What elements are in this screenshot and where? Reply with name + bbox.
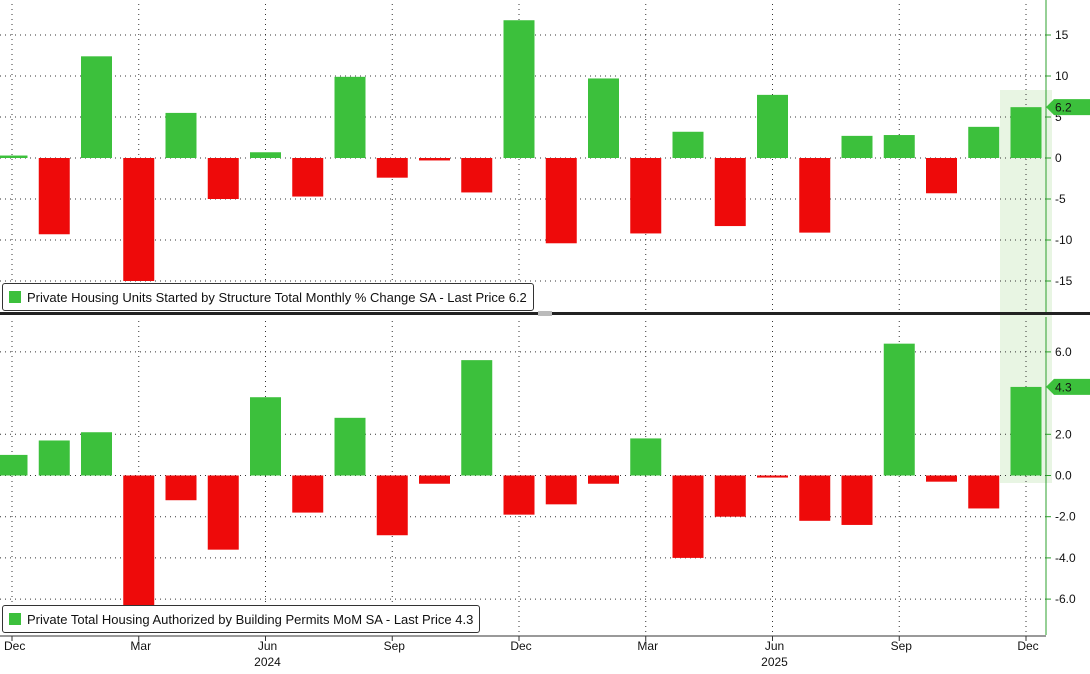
y-tick-label: -4.0: [1055, 551, 1076, 565]
bar: [672, 475, 704, 558]
bar: [757, 94, 788, 158]
y-tick-label: -10: [1055, 233, 1073, 247]
bar: [0, 454, 28, 476]
y-tick-label: 5: [1055, 110, 1062, 124]
bar: [757, 475, 788, 478]
y-tick-label: 10: [1055, 69, 1069, 83]
bar: [1010, 386, 1042, 476]
bar: [503, 20, 535, 158]
x-tick-label: Dec: [1017, 639, 1038, 653]
bar: [81, 56, 112, 158]
y-tick-label: -6.0: [1055, 592, 1076, 606]
bar: [714, 475, 746, 517]
bar: [165, 112, 197, 158]
bar: [123, 475, 155, 620]
bottom-panel-legend: Private Total Housing Authorized by Buil…: [2, 605, 481, 633]
bar: [419, 158, 450, 161]
x-tick-label: Jun: [765, 639, 784, 653]
bar: [799, 475, 831, 521]
bar: [926, 475, 957, 482]
top-legend-swatch: [9, 291, 21, 303]
bar: [841, 475, 873, 525]
bar: [545, 475, 577, 505]
bar: [0, 155, 28, 158]
y-tick-label: -5: [1055, 192, 1066, 206]
top-panel-legend: Private Housing Units Started by Structu…: [2, 283, 534, 311]
last-value-tag: [1046, 99, 1090, 116]
bar: [376, 158, 408, 178]
bar: [968, 126, 1000, 158]
last-value-tag: [1046, 378, 1090, 395]
bar: [545, 158, 577, 244]
bar: [926, 158, 957, 194]
bar: [334, 417, 366, 476]
bar: [292, 475, 324, 513]
bar: [461, 360, 493, 476]
top-legend-label: Private Housing Units Started by Structu…: [27, 289, 527, 305]
bottom-legend-label: Private Total Housing Authorized by Buil…: [27, 611, 474, 627]
bar: [376, 475, 408, 536]
bar: [81, 432, 112, 476]
y-tick-label: 0: [1055, 151, 1062, 165]
top-panel: 15 10 5 0 -5 -10 -15 6.2: [0, 0, 1090, 312]
bar: [672, 131, 704, 158]
bar: [714, 158, 746, 227]
bar: [630, 438, 662, 476]
bar: [207, 158, 239, 199]
bar: [588, 475, 619, 484]
bar: [1010, 107, 1042, 158]
bar: [250, 152, 281, 158]
y-tick-label: 2.0: [1055, 427, 1072, 441]
x-tick-label: Dec: [4, 639, 25, 653]
bar: [503, 475, 535, 515]
y-tick-label: -15: [1055, 274, 1073, 288]
x-year-label: 2024: [254, 655, 281, 669]
bar: [799, 158, 831, 233]
x-tick-label: Jun: [258, 639, 277, 653]
last-value-label: 4.3: [1055, 380, 1072, 394]
bar: [630, 158, 662, 234]
bar: [38, 440, 70, 476]
bar: [207, 475, 239, 550]
bar: [165, 475, 197, 501]
bar: [292, 158, 324, 197]
bar: [123, 158, 155, 281]
x-tick-label: Mar: [637, 639, 658, 653]
bar: [883, 343, 915, 476]
x-tick-label: Mar: [130, 639, 151, 653]
bar: [461, 158, 493, 193]
y-tick-label: 15: [1055, 28, 1069, 42]
y-tick-label: 6.0: [1055, 345, 1072, 359]
bar: [883, 135, 915, 158]
bar: [841, 135, 873, 158]
last-value-label: 6.2: [1055, 101, 1072, 115]
bar: [419, 475, 450, 484]
x-year-label: 2025: [761, 655, 788, 669]
y-tick-label: 0.0: [1055, 469, 1072, 483]
bottom-legend-swatch: [9, 613, 21, 625]
bar: [250, 397, 281, 476]
y-tick-label: -2.0: [1055, 510, 1076, 524]
bottom-panel: 6.0 2.0 0.0 -2.0 -4.0 -6.0 4.3: [0, 317, 1090, 635]
bar: [968, 475, 1000, 509]
divider-handle: [538, 311, 552, 316]
bar: [588, 78, 619, 158]
x-tick-label: Sep: [384, 639, 406, 653]
bar: [334, 76, 366, 158]
bar: [38, 158, 70, 235]
x-tick-label: Dec: [510, 639, 531, 653]
x-tick-label: Sep: [891, 639, 913, 653]
